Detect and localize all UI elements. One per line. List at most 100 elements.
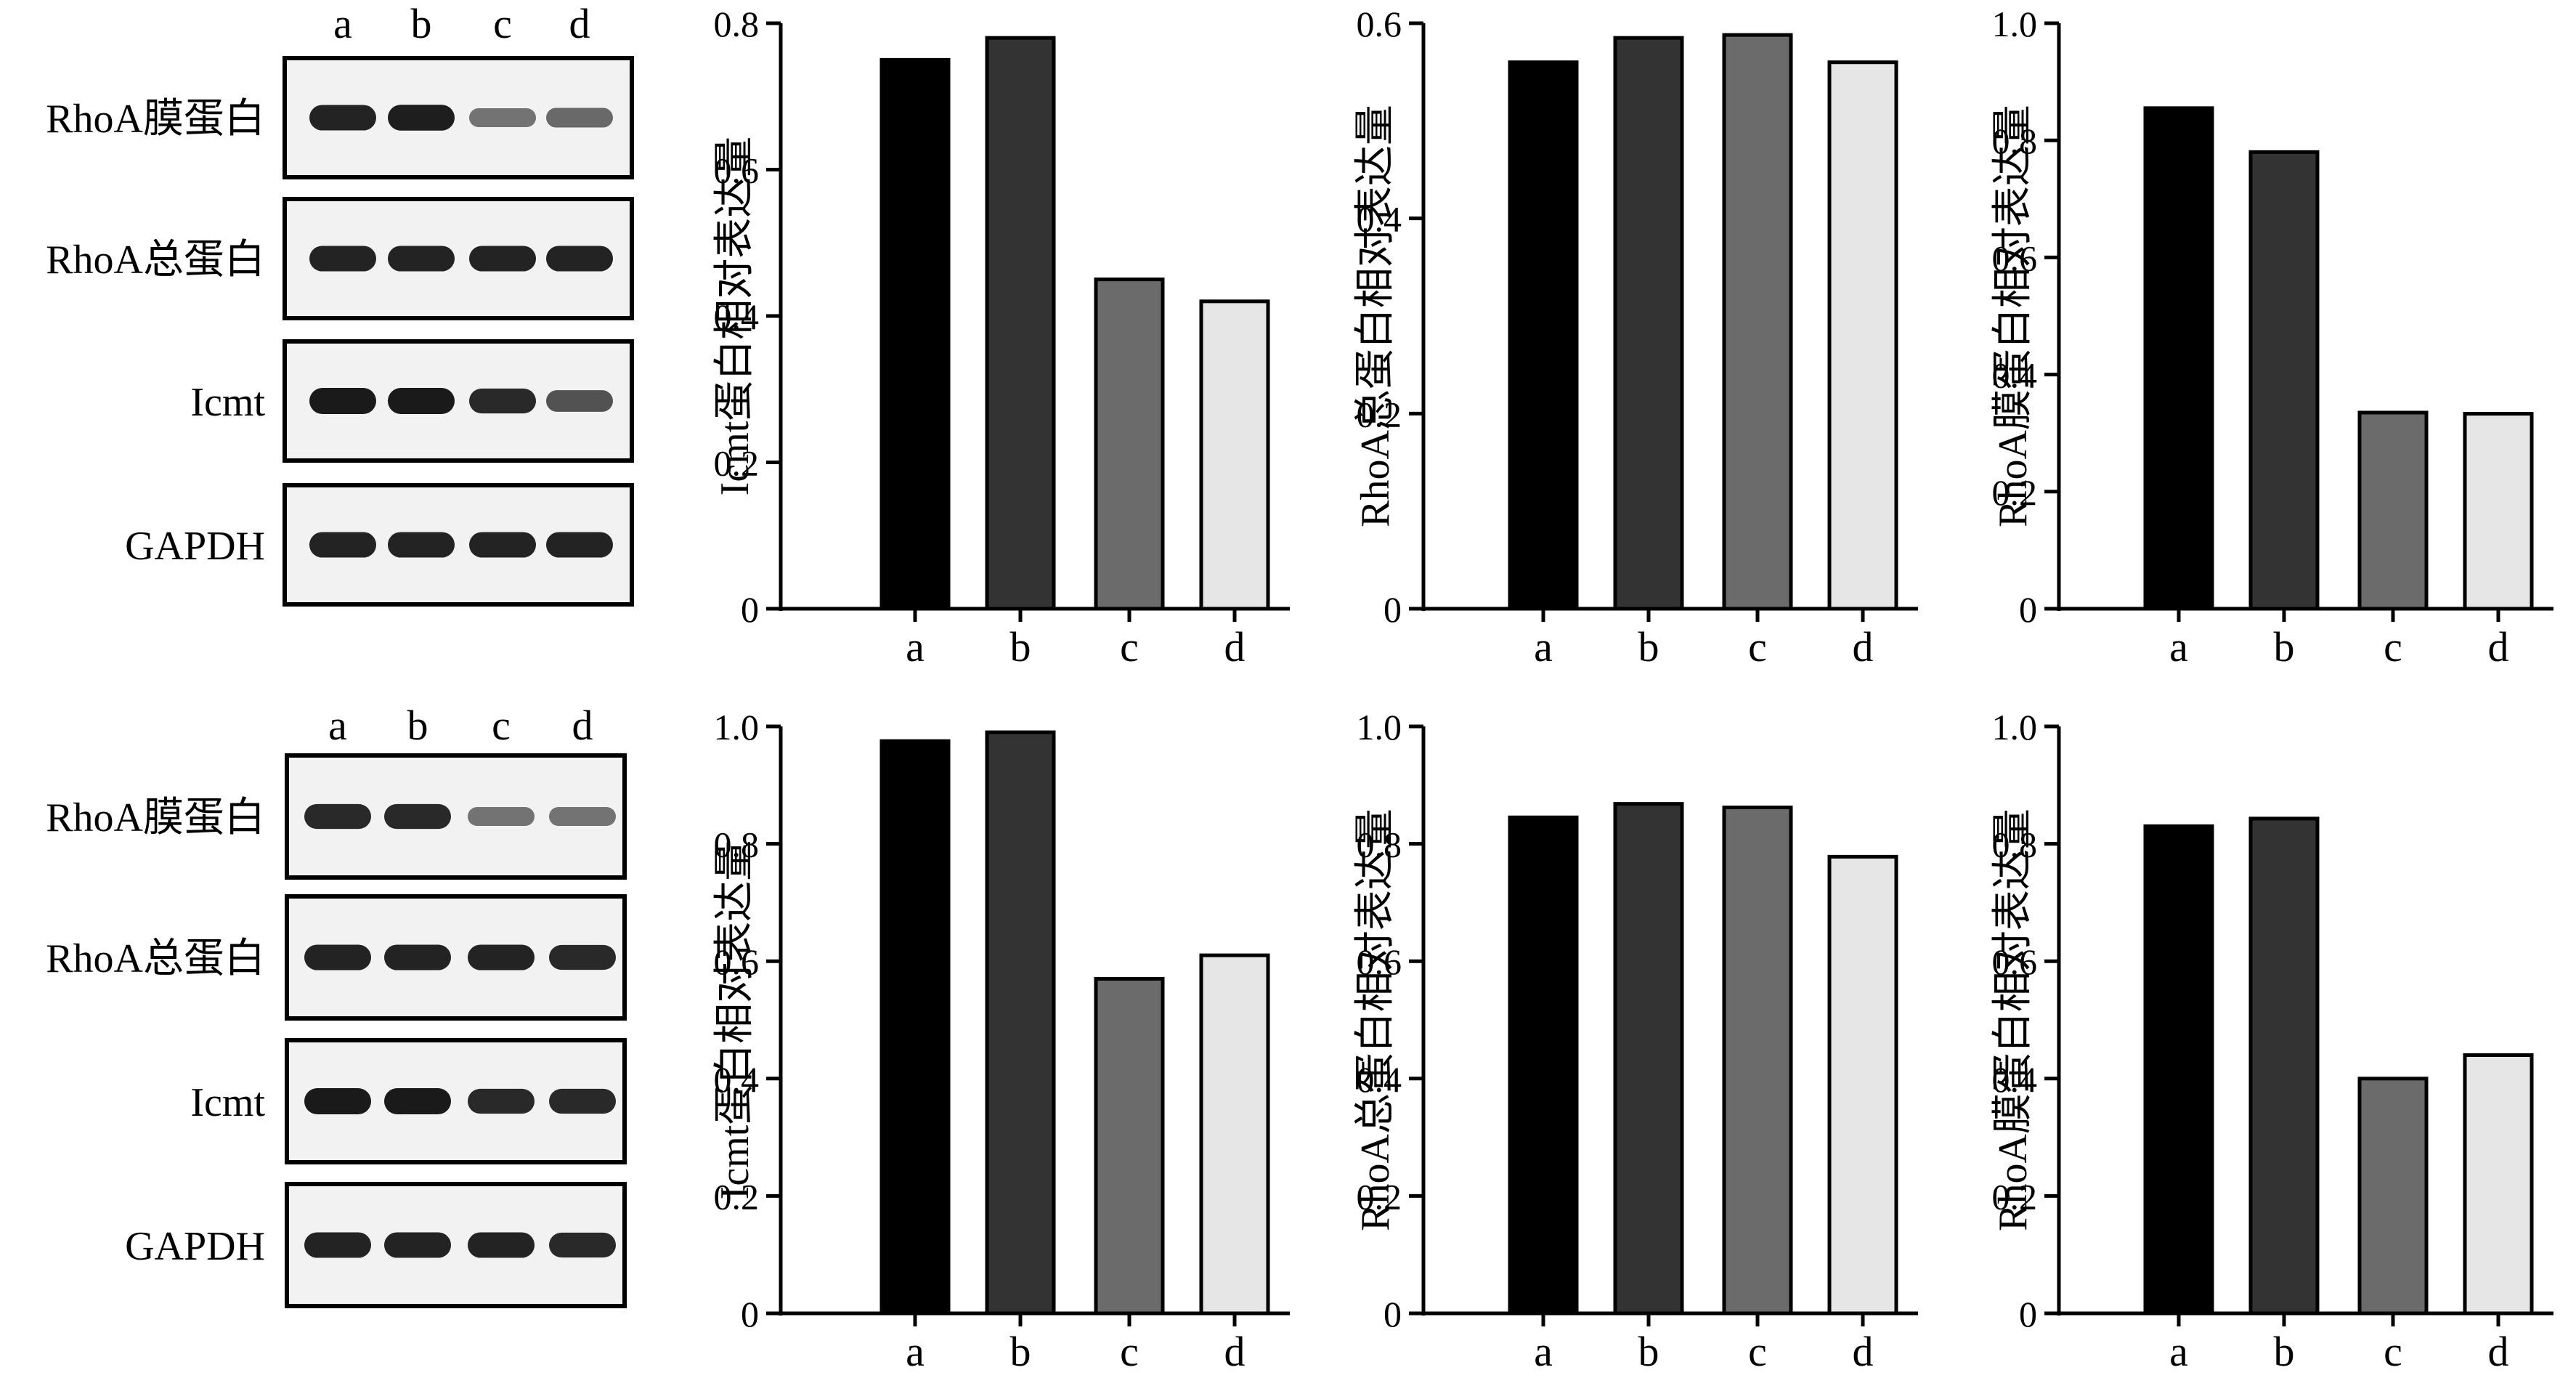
bar-c <box>1094 976 1165 1316</box>
bar-d <box>2463 412 2534 611</box>
x-tick-label: c <box>2384 1328 2402 1375</box>
y-tick-label: 0 <box>1384 1294 1402 1334</box>
protein-band <box>546 390 613 412</box>
protein-band <box>549 944 616 970</box>
protein-band <box>384 803 451 830</box>
blot-row: RhoA总蛋白 <box>46 197 634 320</box>
protein-band <box>468 806 535 827</box>
protein-band <box>309 246 376 272</box>
lane-label-c: c <box>492 702 511 749</box>
protein-band <box>469 532 536 558</box>
western-blot-panels: a b c d RhoA膜蛋白 RhoA总蛋白 Icmt GAPDH a b c d RhoA膜蛋白 Rh… <box>46 0 634 1308</box>
protein-band <box>546 532 613 558</box>
bar-a <box>2143 824 2214 1316</box>
bar-b <box>1613 802 1684 1316</box>
bar-c <box>1722 806 1793 1316</box>
lane-label-b: b <box>411 0 432 47</box>
protein-band <box>304 803 371 830</box>
western-blot-panel-1: a b c d RhoA膜蛋白 RhoA总蛋白 Icmt GAPDH <box>46 0 634 607</box>
y-tick-label: 0.6 <box>1992 941 2038 982</box>
x-tick-label: a <box>906 623 925 670</box>
lane-label-b: b <box>407 702 428 749</box>
blot-row-label: Icmt <box>190 380 265 425</box>
bar-a <box>2143 106 2214 611</box>
blot-row-label: RhoA总蛋白 <box>46 936 265 981</box>
protein-band <box>309 105 376 131</box>
y-axis-label: RhoA膜蛋白相对表达量 <box>1991 105 2036 527</box>
protein-band <box>469 108 536 128</box>
x-tick-label: c <box>2384 623 2402 670</box>
x-tick-label: d <box>1224 1328 1246 1375</box>
y-tick-label: 0.8 <box>1992 824 2038 865</box>
protein-band <box>388 532 455 558</box>
blot-row: RhoA总蛋白 <box>46 894 627 1021</box>
y-tick-label: 0.6 <box>714 941 760 982</box>
protein-band <box>304 1232 371 1258</box>
bar-b <box>2248 150 2320 611</box>
x-tick-label: b <box>2274 623 2295 670</box>
blot-row-label: Icmt <box>190 1080 265 1125</box>
x-tick-label: d <box>1853 623 1874 670</box>
protein-band <box>309 388 376 414</box>
protein-band <box>384 1088 451 1114</box>
y-tick-label: 0.2 <box>1992 472 2038 513</box>
protein-band <box>388 246 455 272</box>
protein-band <box>546 246 613 272</box>
y-tick-label: 0.2 <box>714 443 760 484</box>
y-tick-label: 0 <box>2019 1294 2037 1334</box>
protein-band <box>384 944 451 970</box>
y-tick-label: 0.6 <box>1357 4 1402 44</box>
bar-b <box>1613 36 1684 611</box>
protein-band <box>468 1088 535 1114</box>
x-tick-label: c <box>1120 623 1139 670</box>
bar-chart-5: 0 0.2 0.4 0.6 0.8 1.0 RhoA总蛋白相对表达量 a b c d <box>1353 707 1918 1375</box>
bar-chart-2: 0 0.2 0.4 0.6 RhoA总蛋白相对表达量 a b c d <box>1353 4 1918 670</box>
protein-band <box>468 944 535 970</box>
bar-d <box>1827 60 1898 611</box>
y-tick-label: 0.8 <box>1992 121 2038 161</box>
blot-row: RhoA膜蛋白 <box>46 753 627 880</box>
bar-b <box>2248 816 2320 1316</box>
x-tick-label: b <box>2274 1328 2295 1375</box>
protein-band <box>469 388 536 414</box>
x-tick-label: d <box>2488 623 2509 670</box>
bar-c <box>1094 277 1165 611</box>
western-blot-panel-2: a b c d RhoA膜蛋白 RhoA总蛋白 Icmt GAPDH <box>46 702 627 1308</box>
blot-row: GAPDH <box>125 1182 627 1308</box>
bar-chart-4: 0 0.2 0.4 0.6 0.8 1.0 Icmt蛋白相对表达量 a b c d <box>712 707 1290 1375</box>
bar-d <box>2463 1053 2534 1316</box>
bar-c <box>2357 410 2429 611</box>
bar-chart-3: 0 0.2 0.4 0.6 0.8 1.0 RhoA膜蛋白相对表达量 a b c d <box>1991 4 2553 670</box>
x-tick-label: c <box>1748 1328 1767 1375</box>
y-tick-label: 0.4 <box>714 1059 760 1100</box>
blot-row: GAPDH <box>125 483 634 607</box>
y-tick-label: 0.4 <box>1357 1059 1402 1100</box>
lane-label-c: c <box>493 0 512 47</box>
lane-label-d: d <box>572 702 593 749</box>
y-axis-label: RhoA膜蛋白相对表达量 <box>1991 808 2036 1231</box>
protein-band <box>549 1232 616 1258</box>
x-tick-label: a <box>2169 623 2188 670</box>
y-tick-label: 0.8 <box>714 824 760 865</box>
y-tick-label: 0.8 <box>1357 824 1402 865</box>
y-axis-label: RhoA总蛋白相对表达量 <box>1353 808 1398 1231</box>
protein-band <box>388 105 455 131</box>
y-tick-label: 1.0 <box>1992 4 2038 44</box>
y-tick-label: 0.4 <box>1357 199 1402 240</box>
x-tick-label: b <box>1638 1328 1659 1375</box>
x-tick-label: a <box>1534 623 1553 670</box>
bar-c <box>1722 33 1793 611</box>
y-tick-label: 0.4 <box>1992 355 2038 396</box>
y-tick-label: 0.2 <box>1992 1176 2038 1217</box>
x-tick-label: d <box>2488 1328 2509 1375</box>
lane-label-a: a <box>328 702 347 749</box>
y-tick-label: 0 <box>1384 589 1402 630</box>
bar-d <box>1199 299 1270 611</box>
y-tick-label: 0.6 <box>1992 238 2038 278</box>
blot-row: Icmt <box>190 1038 627 1164</box>
bar-a <box>879 739 951 1316</box>
protein-band <box>304 1088 371 1114</box>
bar-chart-1: 0 0.2 0.4 0.6 0.8 Icmt蛋白相对表达量 a b c d <box>712 4 1290 670</box>
